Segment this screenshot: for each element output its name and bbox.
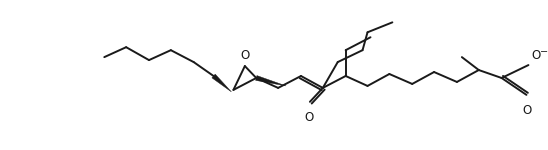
Polygon shape (212, 74, 231, 92)
Text: O: O (304, 111, 313, 124)
Text: O: O (532, 49, 541, 62)
Text: O: O (523, 104, 532, 117)
Text: −: − (540, 47, 548, 57)
Polygon shape (255, 76, 286, 86)
Text: O: O (240, 49, 249, 62)
